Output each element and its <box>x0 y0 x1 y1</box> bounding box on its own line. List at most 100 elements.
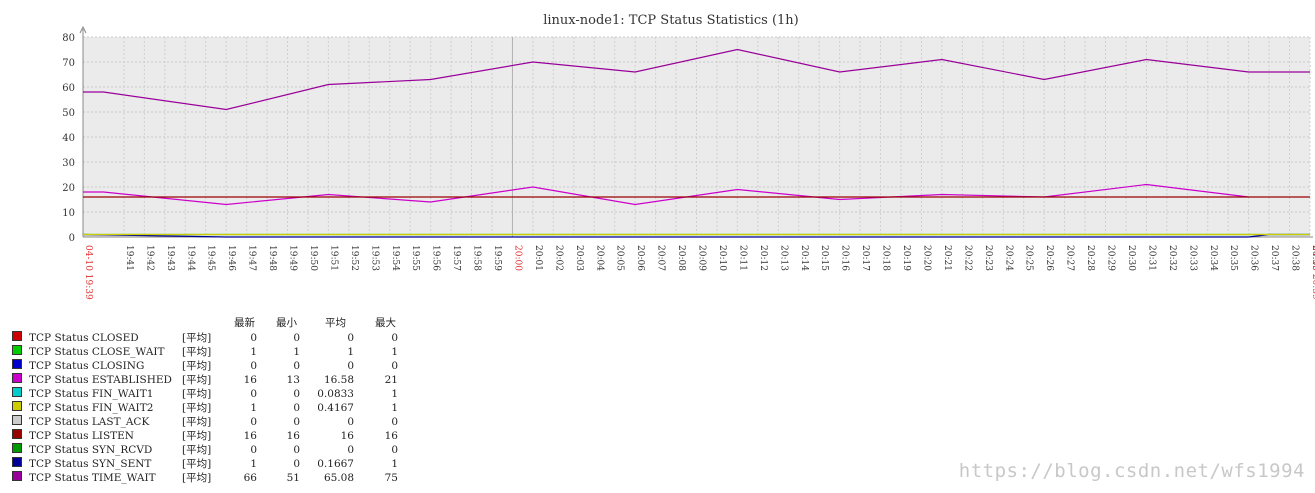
legend-item-max: 0 <box>391 332 398 344</box>
x-tick-label: 20:31 <box>1146 245 1156 271</box>
legend-swatch <box>12 443 22 453</box>
legend-swatch <box>12 373 22 383</box>
legend-item-min: 13 <box>286 374 300 386</box>
x-tick-label: 19:59 <box>492 245 502 271</box>
legend-item-last: 0 <box>250 332 257 344</box>
x-tick-label: 20:26 <box>1044 245 1054 271</box>
legend-item-last: 1 <box>250 346 257 358</box>
legend-item-name: TCP Status LAST_ACK <box>29 416 150 428</box>
x-tick-label: 20:20 <box>921 245 931 271</box>
x-tick-label: 20:06 <box>635 245 645 271</box>
legend-item-name: TCP Status ESTABLISHED <box>29 374 172 386</box>
legend-item-last: 0 <box>250 416 257 428</box>
x-tick-label: 19:55 <box>410 245 420 271</box>
x-tick-label: 19:41 <box>124 245 134 271</box>
legend-item-name: TCP Status CLOSED <box>29 332 139 344</box>
legend-item-name: TCP Status CLOSE_WAIT <box>29 346 165 358</box>
legend-item-max: 1 <box>391 402 398 414</box>
legend-item-last: 66 <box>243 472 257 484</box>
legend-header-max: 最大 <box>375 317 396 329</box>
legend-item-avg: 0 <box>347 416 354 428</box>
x-tick-label: 19:50 <box>308 245 318 271</box>
x-tick-label: 19:45 <box>206 245 216 271</box>
legend-item-last: 0 <box>250 388 257 400</box>
legend-item-last: 0 <box>250 360 257 372</box>
legend-item-min: 16 <box>286 430 300 442</box>
x-start-label: 04-10 19:39 <box>83 245 93 300</box>
legend-item-max: 1 <box>391 458 398 470</box>
x-tick-label: 20:23 <box>983 245 993 271</box>
x-tick-label: 20:10 <box>717 245 727 271</box>
y-tick-label: 70 <box>62 58 75 69</box>
legend-item-func: [平均] <box>182 402 212 414</box>
legend-item-min: 1 <box>293 346 300 358</box>
watermark: https://blog.csdn.net/wfs1994 <box>958 460 1305 482</box>
x-tick-label: 20:39 <box>1310 245 1315 271</box>
x-tick-label: 19:58 <box>472 245 482 271</box>
legend-item-name: TCP Status FIN_WAIT2 <box>29 402 154 414</box>
x-tick-label: 20:03 <box>574 245 584 271</box>
x-tick-label: 20:24 <box>1003 245 1013 271</box>
legend-item-func: [平均] <box>182 374 212 386</box>
legend-item-name: TCP Status LISTEN <box>29 430 134 442</box>
x-tick-label: 20:34 <box>1208 245 1218 271</box>
x-tick-label: 20:21 <box>942 245 952 271</box>
legend-item-max: 0 <box>391 416 398 428</box>
x-tick-label: 20:00 <box>512 245 522 271</box>
legend-item-min: 0 <box>293 416 300 428</box>
y-tick-label: 60 <box>62 83 75 94</box>
x-tick-label: 20:38 <box>1290 245 1300 271</box>
legend-item-avg: 16 <box>340 430 354 442</box>
legend-item-min: 0 <box>293 360 300 372</box>
x-tick-label: 20:16 <box>840 245 850 271</box>
legend-swatch <box>12 429 22 439</box>
x-tick-label: 20:37 <box>1269 245 1279 271</box>
legend-item-last: 0 <box>250 444 257 456</box>
legend-item-max: 1 <box>391 346 398 358</box>
legend-item-func: [平均] <box>182 360 212 372</box>
x-tick-label: 20:07 <box>656 245 666 271</box>
legend-item-avg: 0.1667 <box>317 458 354 470</box>
x-tick-label: 20:33 <box>1187 245 1197 271</box>
x-tick-label: 19:51 <box>328 245 338 271</box>
x-tick-label: 20:22 <box>962 245 972 271</box>
x-tick-label: 20:18 <box>881 245 891 271</box>
legend-item-func: [平均] <box>182 346 212 358</box>
legend-item-avg: 0.0833 <box>317 388 354 400</box>
x-tick-label: 20:36 <box>1249 245 1259 271</box>
legend-header-min: 最小 <box>276 317 297 329</box>
legend-item-max: 1 <box>391 388 398 400</box>
legend-item-func: [平均] <box>182 472 212 484</box>
chart-title: linux-node1: TCP Status Statistics (1h) <box>543 13 799 28</box>
x-tick-label: 20:02 <box>553 245 563 271</box>
x-tick-label: 20:28 <box>1085 245 1095 271</box>
x-tick-label: 19:47 <box>247 245 257 271</box>
x-tick-label: 20:19 <box>901 245 911 271</box>
legend-item-last: 1 <box>250 458 257 470</box>
legend-item-func: [平均] <box>182 430 212 442</box>
x-tick-label: 20:25 <box>1024 245 1034 271</box>
x-tick-label: 19:56 <box>431 245 441 271</box>
legend-item-min: 0 <box>293 458 300 470</box>
legend-item-min: 0 <box>293 332 300 344</box>
legend-item-avg: 0 <box>347 360 354 372</box>
x-tick-label: 20:17 <box>860 245 870 271</box>
legend-item-min: 0 <box>293 388 300 400</box>
legend-item-min: 51 <box>286 472 300 484</box>
chart-graph: linux-node1: TCP Status Statistics (1h) 0… <box>62 13 1315 300</box>
x-tick-label: 20:29 <box>1106 245 1116 271</box>
y-tick-label: 20 <box>62 183 75 194</box>
x-tick-label: 20:32 <box>1167 245 1177 271</box>
legend-item-avg: 1 <box>347 346 354 358</box>
x-tick-label: 20:30 <box>1126 245 1136 271</box>
legend-item-name: TCP Status CLOSING <box>29 360 145 372</box>
x-tick-label: 19:42 <box>144 245 154 271</box>
legend-item-max: 0 <box>391 360 398 372</box>
legend-swatch <box>12 345 22 355</box>
x-tick-label: 20:01 <box>533 245 543 271</box>
legend-item-avg: 16.58 <box>323 374 354 386</box>
legend-item-avg: 65.08 <box>323 472 354 484</box>
x-tick-label: 20:35 <box>1228 245 1238 271</box>
legend-header-avg: 平均 <box>325 317 346 329</box>
x-tick-label: 19:48 <box>267 245 277 271</box>
